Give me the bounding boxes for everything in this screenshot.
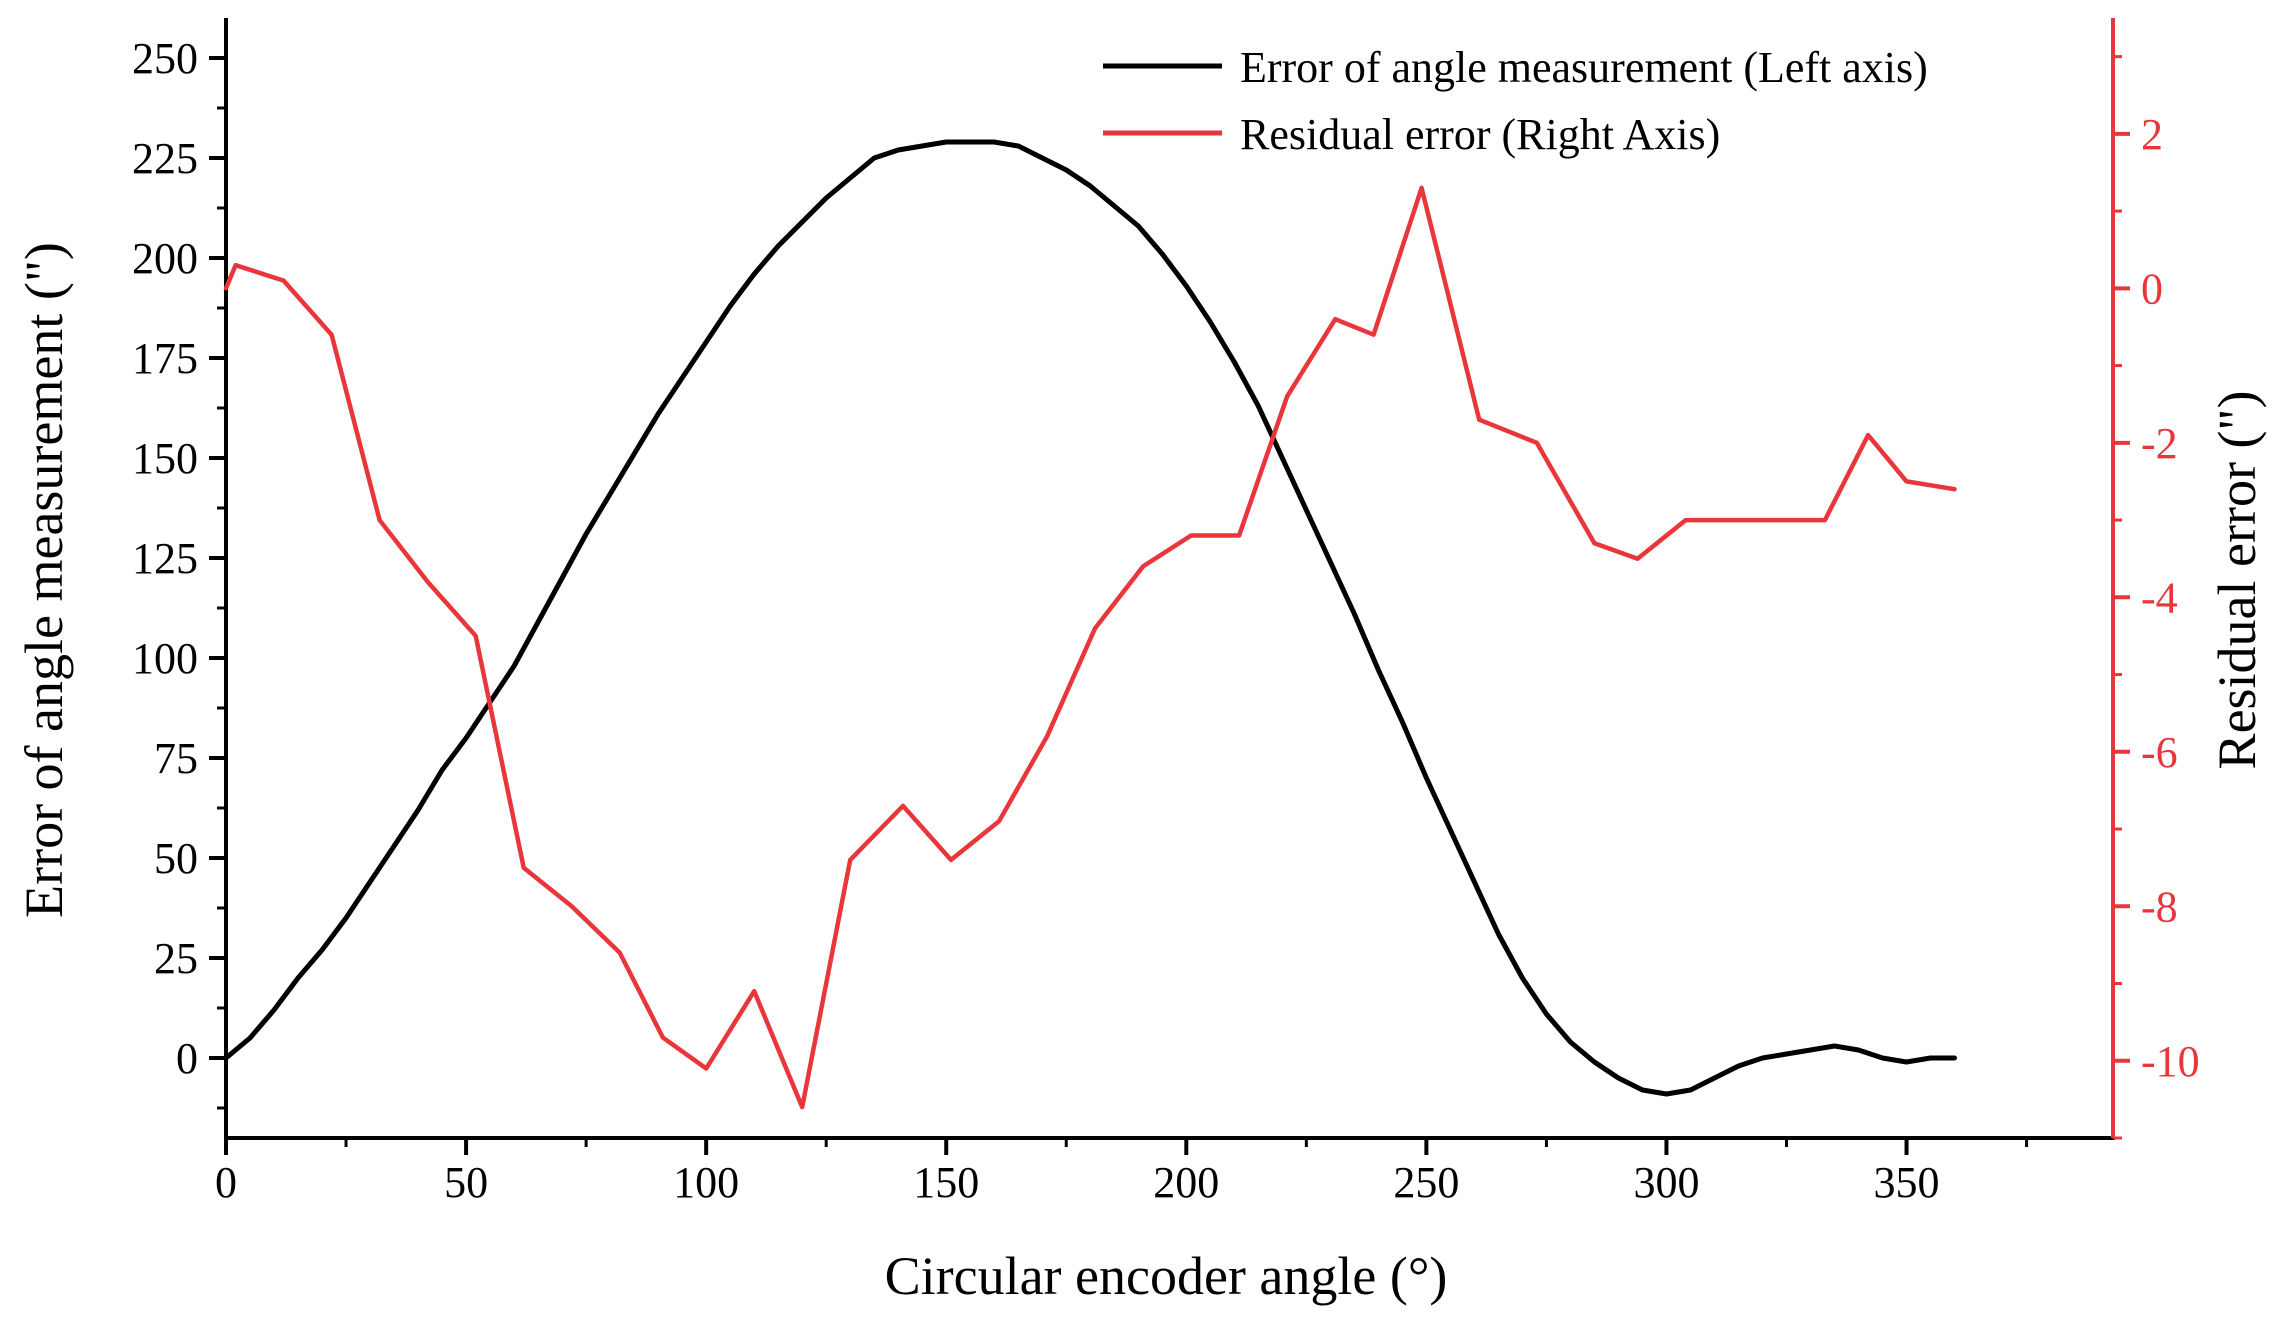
y2-tick-label: -6 [2141, 728, 2178, 777]
x-tick-label: 0 [215, 1158, 237, 1207]
axes-layer: 0 50 100 150 200 250 300 350 0 25 50 75 100 125 150 175… [132, 18, 2200, 1207]
y2-tick-label: 0 [2141, 264, 2163, 313]
y-tick-label: 200 [132, 234, 198, 283]
y-tick-label: 150 [132, 434, 198, 483]
series-line-angle-error [223, 139, 1957, 1097]
x-tick-label: 100 [673, 1158, 739, 1207]
y-axis-title: Error of angle measurement (") [14, 242, 74, 918]
y2-tick-label: -2 [2141, 419, 2178, 468]
y2-tick-label: 2 [2141, 110, 2163, 159]
legend-label-right-series: Residual error (Right Axis) [1240, 110, 1720, 159]
x-axis-title: Circular encoder angle (°) [885, 1246, 1448, 1306]
y2-tick-label: -8 [2141, 882, 2178, 931]
y2-tick-label: -4 [2141, 573, 2178, 622]
y2-tick-label: -10 [2141, 1037, 2200, 1086]
series-layer [223, 139, 1957, 1110]
y-tick-label: 125 [132, 534, 198, 583]
y-tick-label: 175 [132, 334, 198, 383]
legend-label-left-series: Error of angle measurement (Left axis) [1240, 43, 1928, 92]
y-tick-label: 50 [154, 834, 198, 883]
series-line-residual-error [223, 185, 1957, 1110]
x-tick-label: 350 [1874, 1158, 1940, 1207]
x-tick-label: 300 [1633, 1158, 1699, 1207]
x-tick-label: 50 [444, 1158, 488, 1207]
y-tick-label: 225 [132, 134, 198, 183]
y-tick-label: 25 [154, 934, 198, 983]
x-tick-label: 200 [1153, 1158, 1219, 1207]
x-tick-label: 250 [1393, 1158, 1459, 1207]
y-tick-label: 0 [176, 1034, 198, 1083]
y2-axis-title: Residual error (") [2207, 391, 2267, 770]
y-tick-label: 100 [132, 634, 198, 683]
y-tick-label: 75 [154, 734, 198, 783]
x-tick-label: 150 [913, 1158, 979, 1207]
y-tick-label: 250 [132, 34, 198, 83]
legend: Error of angle measurement (Left axis) R… [1103, 43, 1928, 159]
